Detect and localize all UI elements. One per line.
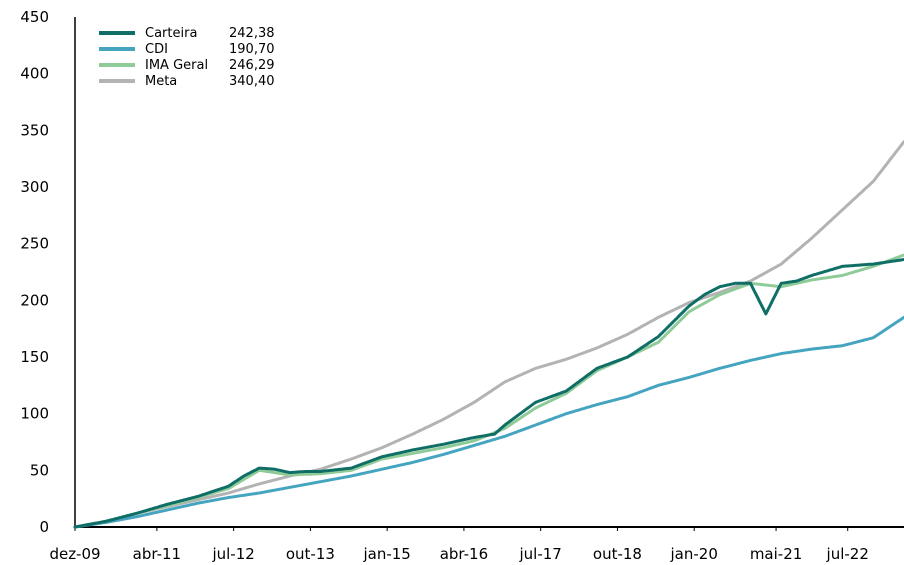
y-tick-label: 350 — [20, 121, 49, 139]
legend-label-cdi: CDI — [145, 42, 168, 57]
legend-label-meta: Meta — [145, 74, 177, 89]
series-layer — [73, 140, 904, 529]
x-tick-label: abr-11 — [133, 545, 181, 563]
x-tick-label: jul-12 — [211, 545, 254, 563]
y-axis: 0 50 100 150 200 250 300 350 400 450 — [20, 8, 76, 536]
x-tick-label: out-13 — [286, 545, 335, 563]
legend-value-ima-geral: 246,29 — [229, 58, 275, 73]
legend-label-carteira: Carteira — [145, 26, 197, 41]
series-line-meta — [73, 140, 904, 529]
legend-value-carteira: 242,38 — [229, 26, 275, 41]
y-tick-label: 0 — [39, 518, 49, 536]
legend-label-ima-geral: IMA Geral — [145, 58, 208, 73]
x-tick-label: abr-16 — [440, 545, 488, 563]
y-tick-label: 100 — [20, 405, 49, 423]
x-tick-label: jan-20 — [670, 545, 718, 563]
legend-value-cdi: 190,70 — [229, 42, 275, 57]
series-line-cdi — [73, 315, 904, 529]
x-axis: dez-09 abr-11 jul-12 out-13 jan-15 abr-16 jul-… — [49, 526, 904, 563]
y-tick-label: 300 — [20, 178, 49, 196]
series-line-carteira — [73, 258, 904, 529]
y-tick-label: 50 — [30, 461, 49, 479]
y-tick-label: 200 — [20, 291, 49, 309]
legend-value-meta: 340,40 — [229, 74, 275, 89]
x-tick-label: jul-17 — [519, 545, 562, 563]
x-tick-label: mai-21 — [750, 545, 802, 563]
x-tick-label: out-18 — [593, 545, 642, 563]
y-tick-label: 400 — [20, 65, 49, 83]
y-tick-label: 150 — [20, 348, 49, 366]
x-tick-label: jan-15 — [362, 545, 410, 563]
x-tick-label: dez-09 — [49, 545, 100, 563]
legend: Carteira 242,38 CDI 190,70 IMA Geral 246,29 Me… — [99, 26, 275, 89]
y-tick-label: 250 — [20, 235, 49, 253]
x-tick-label: jul-22 — [826, 545, 869, 563]
y-tick-label: 450 — [20, 8, 49, 26]
